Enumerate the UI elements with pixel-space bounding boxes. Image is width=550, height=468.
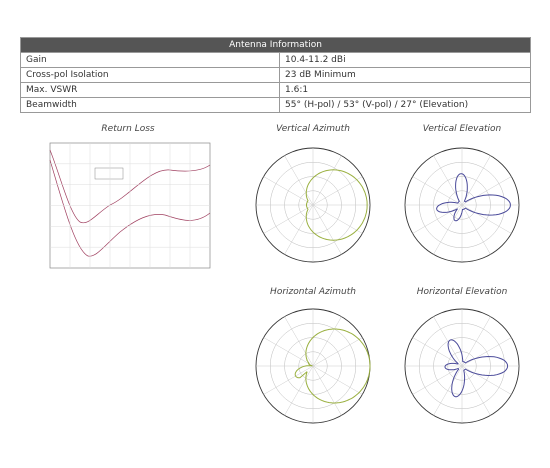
- polar-spoke: [433, 204, 463, 255]
- polar-spoke: [312, 365, 342, 416]
- legend-box: [94, 167, 124, 180]
- cell: Beamwidth: [20, 97, 280, 113]
- chart-title: Horizontal Elevation: [416, 287, 508, 297]
- polar-spoke: [263, 204, 314, 234]
- polar-spoke: [412, 337, 463, 367]
- polar-spoke: [461, 365, 491, 416]
- polar-spoke: [263, 337, 314, 367]
- polar-spoke: [312, 176, 363, 206]
- polar-spoke: [461, 365, 512, 395]
- polar-spoke: [433, 365, 463, 416]
- polar-spoke: [412, 365, 463, 395]
- polar-spoke: [461, 316, 491, 367]
- polar-plot: [255, 308, 371, 424]
- polar-spoke: [461, 176, 512, 206]
- polar-spoke: [461, 204, 491, 255]
- chart-title: Vertical Azimuth: [276, 124, 350, 134]
- polar-spoke: [312, 204, 363, 234]
- polar-spoke: [284, 365, 314, 416]
- polar-spoke: [461, 204, 512, 234]
- cell: 55° (H-pol) / 53° (V-pol) / 27° (Elevati…: [279, 97, 531, 113]
- chart-title: Return Loss: [101, 124, 155, 134]
- table-row: Max. VSWR 1.6:1: [20, 82, 531, 98]
- pattern: [305, 169, 368, 241]
- polar-plot: [255, 147, 371, 263]
- polar-plot: [404, 147, 520, 263]
- polar-spoke: [284, 316, 314, 367]
- polar-plot: [404, 308, 520, 424]
- polar-spoke: [312, 204, 342, 255]
- polar-spoke: [312, 337, 363, 367]
- polar-spoke: [461, 155, 491, 206]
- pattern: [444, 339, 509, 398]
- table-row: Gain 10.4-11.2 dBi: [20, 52, 531, 68]
- polar-spoke: [433, 316, 463, 367]
- polar-spoke: [312, 155, 342, 206]
- chart-title: Vertical Elevation: [422, 124, 502, 134]
- polar-spoke: [412, 204, 463, 234]
- polar-spoke: [412, 176, 463, 206]
- polar-spoke: [284, 204, 314, 255]
- chart-title: Horizontal Azimuth: [270, 287, 356, 297]
- table-header: Antenna Information: [20, 37, 531, 53]
- polar-spoke: [312, 316, 342, 367]
- antenna-table: Antenna Information Gain 10.4-11.2 dBi Cr…: [20, 37, 531, 113]
- pattern: [436, 173, 511, 222]
- curve: [49, 159, 211, 257]
- polar-spoke: [263, 176, 314, 206]
- pattern: [294, 328, 371, 404]
- polar-spoke: [263, 365, 314, 395]
- polar-spoke: [284, 155, 314, 206]
- table-title: Antenna Information: [20, 37, 531, 53]
- table-row: Beamwidth 55° (H-pol) / 53° (V-pol) / 27°…: [20, 97, 531, 113]
- polar-spoke: [312, 365, 363, 395]
- polar-spoke: [461, 337, 512, 367]
